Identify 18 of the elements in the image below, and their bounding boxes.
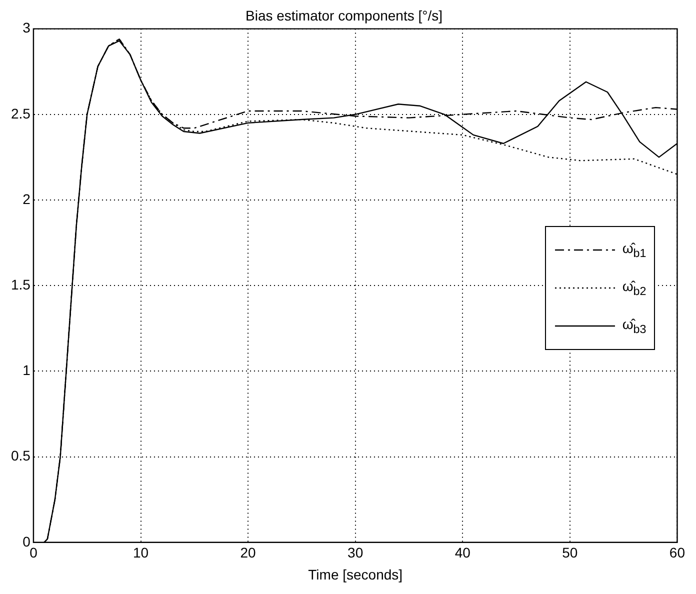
y-tick-label: 2.5	[10, 105, 31, 122]
x-tick-label: 50	[562, 544, 578, 561]
x-tick-label: 60	[669, 544, 686, 561]
x-tick-label: 20	[240, 544, 256, 561]
y-tick-label: 0.5	[10, 448, 31, 464]
y-tick-label: 3	[22, 20, 31, 36]
x-tick-label: 30	[348, 544, 364, 561]
x-tick-label: 10	[132, 544, 149, 561]
legend-label: ω̂$_{b1}$	[622, 240, 646, 260]
y-tick-label: 1	[22, 362, 31, 378]
y-tick-label: 0	[22, 533, 31, 550]
x-axis-title: Time [seconds]	[308, 566, 403, 582]
x-tick-label: 40	[454, 544, 471, 561]
y-tick-label: 1.5	[10, 276, 31, 292]
legend-label: ω̂$_{b2}$	[622, 278, 646, 298]
chart-title: Bias estimator components [°/s]	[245, 7, 443, 24]
legend-label: ω̂$_{b3}$	[622, 316, 646, 336]
y-tick-label: 2	[22, 190, 31, 207]
